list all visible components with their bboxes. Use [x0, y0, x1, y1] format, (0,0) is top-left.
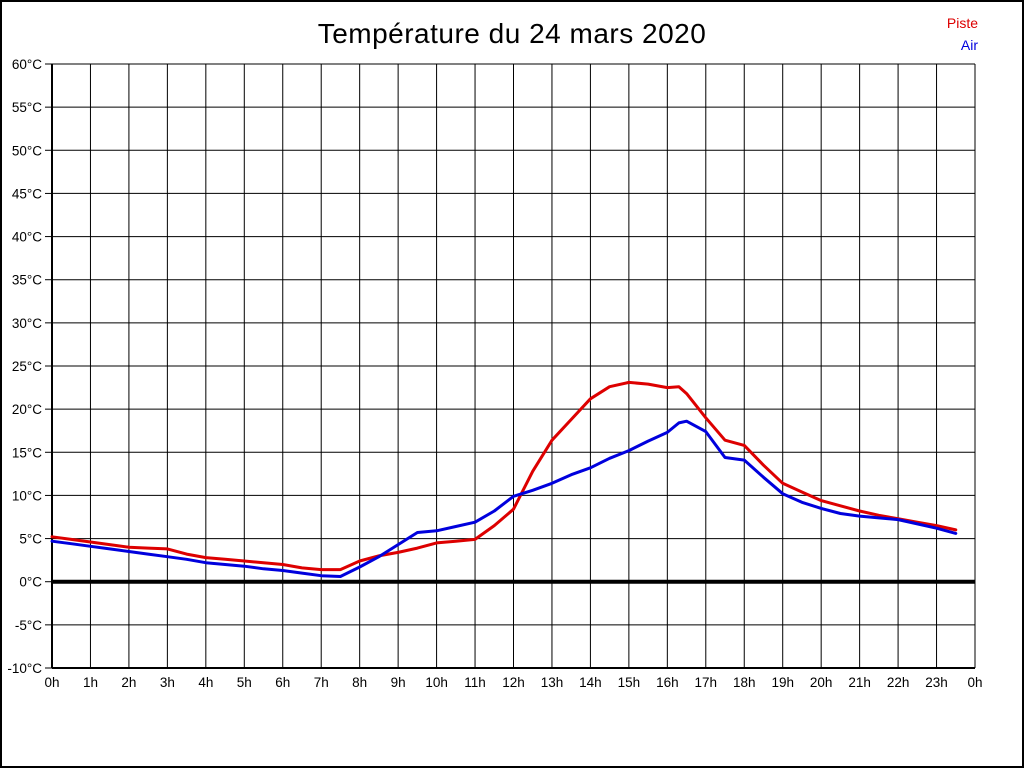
- x-axis-tick-label: 9h: [391, 675, 406, 690]
- x-axis-tick-label: 21h: [848, 675, 871, 690]
- y-axis-tick-label: 15°C: [12, 445, 42, 460]
- y-axis-tick-label: -10°C: [7, 661, 42, 676]
- x-axis-tick-label: 20h: [810, 675, 833, 690]
- x-axis-tick-label: 0h: [967, 675, 982, 690]
- x-axis-tick-label: 19h: [771, 675, 794, 690]
- y-axis-tick-label: 60°C: [12, 57, 42, 72]
- x-axis-tick-label: 8h: [352, 675, 367, 690]
- y-axis-tick-label: 5°C: [19, 532, 42, 547]
- series-line-air: [50, 419, 958, 578]
- x-axis-tick-label: 7h: [314, 675, 329, 690]
- x-axis-tick-label: 18h: [733, 675, 756, 690]
- x-axis-tick-label: 22h: [887, 675, 910, 690]
- x-axis-tick-label: 3h: [160, 675, 175, 690]
- y-axis-tick-label: 20°C: [12, 402, 42, 417]
- x-axis-tick-label: 17h: [695, 675, 718, 690]
- x-axis-tick-label: 12h: [502, 675, 525, 690]
- x-axis-tick-label: 10h: [425, 675, 448, 690]
- x-axis-tick-label: 14h: [579, 675, 602, 690]
- y-axis-tick-label: -5°C: [15, 618, 42, 633]
- y-axis-tick-label: 40°C: [12, 230, 42, 245]
- x-axis-tick-label: 23h: [925, 675, 948, 690]
- y-axis-tick-label: 35°C: [12, 273, 42, 288]
- y-axis-tick-label: 55°C: [12, 100, 42, 115]
- x-axis-tick-label: 11h: [464, 675, 486, 690]
- y-axis-tick-label: 30°C: [12, 316, 42, 331]
- legend-entry-air: Air: [960, 37, 978, 53]
- y-axis-tick-label: 10°C: [12, 488, 42, 503]
- y-axis-tick-label: 25°C: [12, 359, 42, 374]
- x-axis-tick-label: 4h: [198, 675, 213, 690]
- legend-entry-piste: Piste: [946, 15, 978, 31]
- x-axis-tick-label: 16h: [656, 675, 679, 690]
- x-axis-tick-label: 15h: [618, 675, 641, 690]
- x-axis-tick-label: 1h: [83, 675, 98, 690]
- series-line-piste: [50, 380, 958, 572]
- x-axis-tick-label: 6h: [275, 675, 290, 690]
- x-axis-tick-label: 2h: [121, 675, 136, 690]
- x-axis-tick-label: 5h: [237, 675, 252, 690]
- y-axis-tick-label: 50°C: [12, 143, 42, 158]
- x-axis-tick-label: 13h: [541, 675, 564, 690]
- chart-title: Température du 24 mars 2020: [317, 18, 707, 49]
- y-axis-tick-label: 45°C: [12, 186, 42, 201]
- y-axis-tick-label: 0°C: [19, 575, 42, 590]
- chart-legend: Piste Air: [947, 12, 978, 56]
- x-axis-tick-label: 0h: [44, 675, 59, 690]
